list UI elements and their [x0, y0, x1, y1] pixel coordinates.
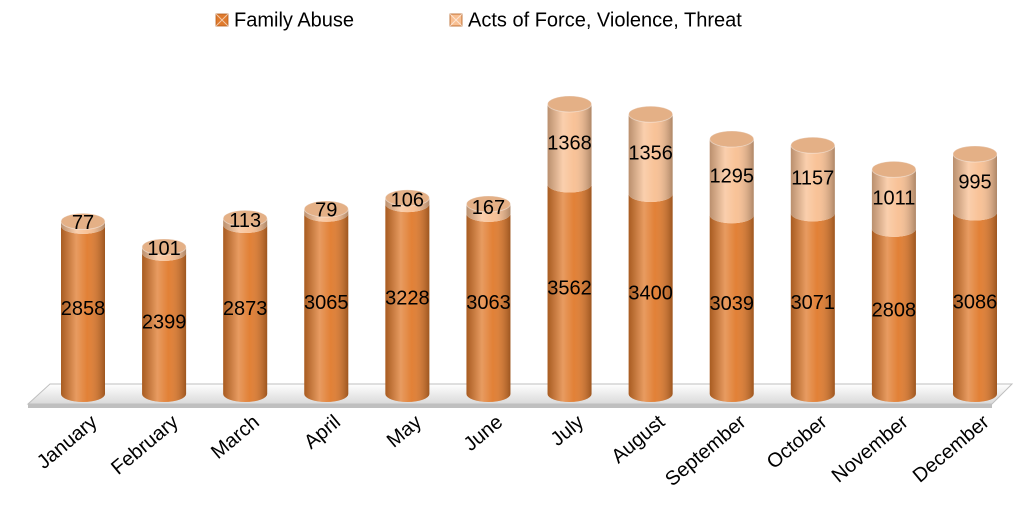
cylinder-cap-shade [61, 213, 105, 230]
x-tick-label: December [909, 411, 994, 487]
x-tick-label: September [661, 411, 750, 491]
value-label: 113 [229, 210, 261, 232]
cylinder-cap-shade [547, 96, 592, 112]
cylinder-cap-shade [871, 161, 916, 178]
bar-shade [709, 139, 754, 224]
value-label: 995 [958, 171, 991, 193]
value-label: 1356 [628, 142, 673, 164]
floor-edge [28, 404, 992, 408]
bar-shade [385, 204, 430, 402]
value-label: 77 [72, 212, 94, 234]
value-label: 3063 [466, 292, 511, 314]
cylinder-cap-shade [628, 106, 673, 123]
cylinder-cap [547, 95, 593, 113]
value-label: 3228 [385, 287, 430, 309]
value-label: 1295 [709, 165, 754, 187]
value-label: 1157 [791, 168, 834, 190]
x-tick-label: November [828, 411, 913, 487]
bar-shade [871, 169, 916, 237]
value-label: 3039 [709, 293, 754, 315]
cylinder-cap-shade [953, 145, 997, 162]
bar-shade [61, 225, 105, 402]
cylinder-cap [60, 212, 106, 230]
bar-shade [304, 213, 349, 402]
bar-shade [547, 104, 592, 193]
value-label: 1011 [872, 187, 915, 209]
x-tick-label: April [300, 411, 345, 454]
bar-shade [628, 114, 673, 202]
legend-swatch-x [449, 13, 463, 27]
bar-shade [953, 153, 997, 221]
bar-shade [790, 213, 835, 402]
bar-shade [223, 225, 268, 402]
cylinder-cap [871, 160, 917, 178]
value-label: 3071 [791, 292, 836, 314]
value-label: 3562 [547, 278, 592, 300]
x-tick-label: March [207, 411, 264, 464]
cylinder-cap-shade [142, 238, 187, 255]
value-label: 167 [472, 197, 505, 219]
bar-shade [385, 197, 430, 213]
x-tick-label: January [33, 411, 102, 474]
bar-shade [142, 252, 187, 402]
value-label: 3086 [953, 292, 998, 314]
x-tick-label: May [383, 411, 426, 452]
x-tick-label: August [607, 411, 669, 468]
bar-shade [223, 218, 268, 233]
cylinder-cap [952, 145, 998, 163]
cylinder-cap-shade [466, 196, 511, 212]
cylinder-cap [141, 238, 187, 256]
cylinder-cap [790, 136, 836, 154]
cylinder-cap-shade [223, 210, 268, 227]
legend-swatch-x [215, 13, 229, 27]
bar-shade [61, 221, 105, 234]
x-tick-label: October [763, 411, 832, 474]
cylinder-cap [628, 105, 674, 123]
value-label: 2808 [872, 300, 917, 322]
bar-shade [628, 194, 673, 402]
bar-shade [304, 209, 349, 222]
cylinder-cap-shade [709, 131, 754, 148]
cylinder-cap-shade [385, 189, 430, 206]
cylinder-cap [303, 200, 349, 218]
cylinder-cap-shade [304, 201, 349, 218]
cylinder-cap [384, 189, 430, 207]
bar-shade [547, 184, 592, 402]
bar-shade [709, 215, 754, 402]
bar-shade [953, 212, 997, 402]
value-label: 2399 [142, 312, 187, 334]
x-tick-label: June [460, 411, 507, 456]
cylinder-cap-shade [790, 137, 835, 154]
value-label: 2873 [223, 298, 268, 320]
x-tick-label: February [107, 411, 182, 479]
value-label: 79 [315, 200, 337, 222]
value-label: 3400 [628, 282, 673, 304]
bar-shade [790, 145, 835, 222]
cylinder-cap [465, 195, 511, 213]
value-label: 1368 [547, 133, 592, 155]
bar-shade [466, 204, 511, 222]
x-tick-label: July [547, 411, 588, 451]
bar-shade [466, 213, 511, 402]
value-label: 101 [147, 238, 180, 260]
value-label: 2858 [61, 298, 106, 320]
bar-shade [142, 246, 187, 261]
legend-label: Acts of Force, Violence, Threat [468, 9, 742, 31]
cylinder-cap [222, 209, 268, 227]
cylinder-cap [709, 130, 755, 148]
bar-shade [871, 228, 916, 402]
value-label: 3065 [304, 292, 349, 314]
value-label: 106 [391, 189, 424, 211]
legend-label: Family Abuse [234, 9, 354, 31]
